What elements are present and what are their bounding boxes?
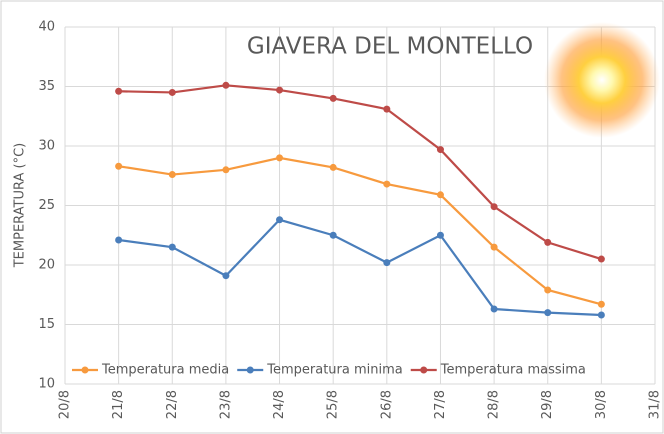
data-point [490, 305, 498, 313]
x-tick-label: 27/8 [433, 390, 448, 419]
data-point [383, 105, 391, 113]
sun-icon [544, 22, 660, 138]
legend-marker [246, 366, 254, 374]
x-tick-label: 28/8 [487, 390, 502, 419]
x-tick-label: 21/8 [111, 390, 126, 419]
data-point [436, 146, 444, 154]
data-point [544, 309, 552, 317]
y-tick-label: 40 [38, 20, 55, 35]
data-point [276, 154, 284, 162]
data-point [329, 163, 337, 171]
data-point [276, 216, 284, 224]
legend-label: Temperatura minima [266, 363, 403, 378]
legend-label: Temperatura media [101, 363, 229, 378]
data-point [222, 81, 230, 89]
x-tick-label: 26/8 [379, 390, 394, 419]
data-point [490, 243, 498, 251]
series-line [118, 84, 602, 261]
data-point [544, 238, 552, 246]
data-point [115, 87, 123, 95]
legend-marker [81, 366, 89, 374]
data-point [329, 231, 337, 239]
x-tick-label: 29/8 [540, 390, 555, 419]
y-axis-label: TEMPERATURA (°C) [13, 143, 28, 269]
legend-marker [420, 366, 428, 374]
data-point [222, 166, 230, 174]
data-point [544, 286, 552, 294]
y-tick-label: 25 [38, 198, 55, 213]
data-point [597, 300, 605, 308]
chart-title: GIAVERA DEL MONTELLO [247, 34, 533, 60]
x-tick-label: 31/8 [648, 390, 663, 419]
data-point [329, 94, 337, 102]
data-point [383, 259, 391, 267]
x-tick-label: 22/8 [165, 390, 180, 419]
data-point [168, 88, 176, 96]
data-point [115, 162, 123, 170]
series-line [118, 218, 602, 317]
legend-label: Temperatura massima [440, 363, 586, 378]
x-tick-label: 25/8 [326, 390, 341, 419]
data-point [436, 191, 444, 199]
y-tick-label: 15 [38, 317, 55, 332]
x-tick-label: 24/8 [272, 390, 287, 419]
data-point [222, 272, 230, 280]
data-point [276, 86, 284, 94]
x-tick-label: 30/8 [594, 390, 609, 419]
data-point [115, 236, 123, 244]
y-tick-label: 10 [38, 377, 55, 392]
x-tick-label: 20/8 [58, 390, 73, 419]
data-point [490, 203, 498, 211]
data-point [383, 180, 391, 188]
y-tick-label: 30 [38, 139, 55, 154]
y-tick-label: 35 [38, 79, 55, 94]
y-tick-label: 20 [38, 258, 55, 273]
series-line [118, 156, 602, 306]
data-point [597, 311, 605, 319]
data-point [436, 231, 444, 239]
x-tick-label: 23/8 [218, 390, 233, 419]
data-point [168, 171, 176, 179]
data-point [168, 243, 176, 251]
data-point [597, 255, 605, 263]
